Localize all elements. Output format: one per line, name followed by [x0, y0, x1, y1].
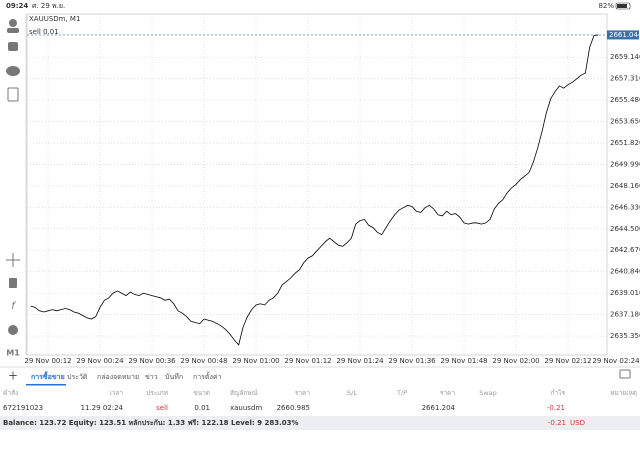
tab[interactable]: กล่องจดหมาย [97, 373, 139, 381]
x-tick-label: 29 Nov 01:12 [284, 357, 331, 365]
status-time: 09:24 [6, 2, 28, 10]
table-header: ประเภท [146, 389, 168, 397]
battery-level [617, 4, 627, 8]
table-cell[interactable]: sell [156, 404, 168, 412]
account-icon[interactable] [9, 19, 17, 27]
y-tick-label: 2637.180 [610, 311, 640, 319]
x-tick-label: 29 Nov 01:00 [232, 357, 279, 365]
add-button[interactable]: + [8, 369, 18, 383]
table-cell[interactable]: 2661.204 [422, 404, 456, 412]
objects-icon[interactable] [8, 325, 18, 335]
x-tick-label: 29 Nov 00:12 [24, 357, 71, 365]
y-tick-label: 2646.330 [610, 203, 640, 211]
timeframe-button[interactable]: M1 [6, 349, 20, 358]
table-header: หมายเหตุ [610, 389, 637, 397]
x-tick-label: 29 Nov 01:24 [336, 357, 384, 365]
table-header: Swap [479, 389, 497, 397]
x-tick-label: 29 Nov 02:12 [544, 357, 591, 365]
balance-profit: -0.21 [548, 419, 566, 427]
table-header: ราคา [295, 389, 310, 397]
table-cell[interactable]: 11.29 02:24 [81, 404, 124, 412]
x-tick-label: 29 Nov 01:48 [440, 357, 487, 365]
table-header: ขนาด [193, 389, 210, 397]
price-line [30, 34, 599, 346]
table-cell[interactable]: 2660.985 [277, 404, 310, 412]
add-indicator-icon[interactable] [8, 42, 18, 51]
plot-frame [26, 13, 608, 356]
y-tick-label: 2657.310 [610, 75, 640, 83]
table: คำสั่ง เวลา ประเภท ขนาด สัญลักษณ์ ราคา S/L T/P ร… [3, 388, 637, 412]
y-tick-label: 2655.480 [610, 96, 640, 104]
y-tick-label: 2640.840 [610, 268, 640, 276]
table-cell[interactable]: -0.21 [547, 404, 565, 412]
x-tick-label: 29 Nov 01:36 [388, 357, 436, 365]
y-tick-label: 2649.990 [610, 160, 640, 168]
balance-currency: USD [570, 419, 585, 427]
balance-summary: Balance: 123.72 Equity: 123.51 หลักประกั… [3, 419, 298, 427]
function-icon[interactable]: f [11, 301, 16, 312]
plot: 2635.350 2637.180 2639.010 2640.840 2642.670… [24, 14, 640, 365]
y-tick-label: 2642.670 [610, 246, 640, 254]
current-price-tag [607, 30, 639, 40]
y-tick-label: 2635.350 [610, 332, 640, 340]
y-tick-label: 2651.820 [610, 139, 640, 147]
account-icon-body [7, 28, 19, 33]
table-header: เวลา [109, 389, 123, 397]
tab[interactable]: ข่าว [145, 373, 158, 381]
table-header: สัญลักษณ์ [230, 389, 258, 397]
table-header: คำสั่ง [3, 388, 18, 397]
y-tick-label: 2653.650 [610, 118, 640, 126]
symbol-label: XAUUSDm, M1 [29, 15, 80, 23]
tab[interactable]: บันทึก [165, 372, 183, 381]
y-tick-label: 2644.500 [610, 225, 640, 233]
status-date: ศ. 29 พ.ย. [32, 2, 65, 10]
panel-toggle[interactable] [619, 369, 631, 379]
y-tick-label: 2639.010 [610, 289, 640, 297]
table-header: ราคา [440, 389, 455, 397]
table-header: S/L [347, 389, 357, 397]
table-header: T/P [396, 389, 407, 397]
x-tick-label: 29 Nov 02:00 [492, 357, 539, 365]
x-tick-label: 29 Nov 02:24 [592, 357, 640, 365]
battery-icon [615, 2, 631, 10]
balance-bar [0, 416, 640, 430]
chat-icon[interactable] [6, 66, 20, 76]
y-tick-label: 2659.140 [610, 53, 640, 61]
template-icon[interactable] [7, 87, 19, 102]
indicators-icon[interactable] [9, 278, 17, 288]
status-battery: 82% [598, 2, 614, 10]
active-tab-underline [26, 384, 66, 386]
x-tick-label: 29 Nov 00:36 [128, 357, 176, 365]
table-cell[interactable]: 0.01 [194, 404, 210, 412]
order-label: sell 0.01 [29, 28, 59, 36]
table-cell[interactable]: xauusdm [230, 404, 262, 412]
x-tick-label: 29 Nov 00:48 [180, 357, 227, 365]
table-header: กำไร [551, 389, 566, 397]
tabs: การซื้อขาย ประวัติ กล่องจดหมาย ข่าว บันทึก กา… [31, 370, 222, 381]
current-price-label: 2661.044 [609, 31, 640, 39]
y-tick-label: 2648.160 [610, 182, 640, 190]
table-cell[interactable]: 672191023 [3, 404, 43, 412]
x-tick-label: 29 Nov 00:24 [76, 357, 124, 365]
tab[interactable]: ประวัติ [67, 373, 88, 381]
tab[interactable]: การซื้อขาย [31, 370, 65, 381]
toolbar: f [6, 19, 20, 335]
tab[interactable]: การตั้งค่า [193, 370, 222, 381]
